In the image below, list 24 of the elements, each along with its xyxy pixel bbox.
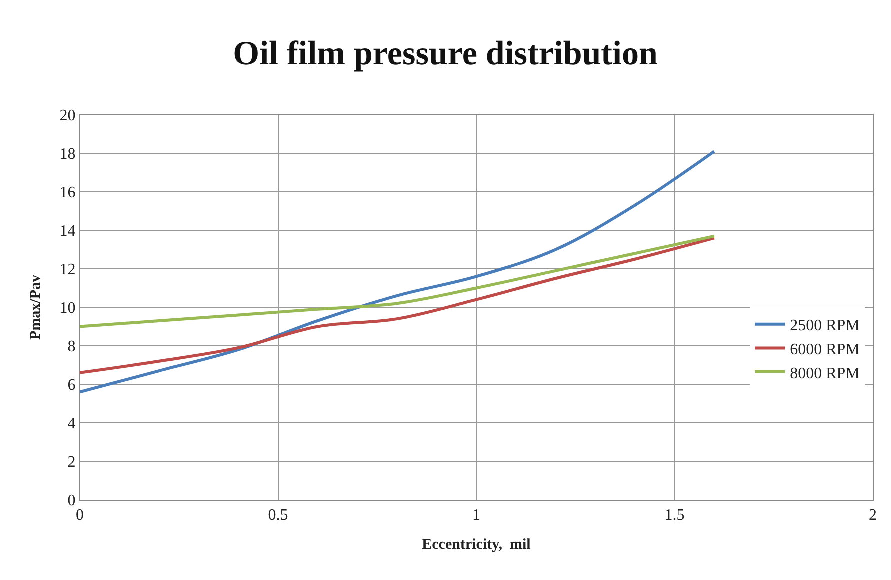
y-tick-label: 10 bbox=[60, 300, 76, 318]
y-tick-label: 8 bbox=[68, 338, 76, 356]
y-axis-title: Pmax/Pav bbox=[28, 274, 44, 340]
legend-label: 2500 RPM bbox=[790, 318, 860, 335]
line-series bbox=[80, 150, 716, 394]
y-tick-label: 0 bbox=[68, 492, 76, 510]
y-tick-label: 4 bbox=[68, 416, 76, 433]
line-series bbox=[80, 236, 716, 374]
x-tick-label: 2 bbox=[869, 507, 877, 524]
y-tick-label: 6 bbox=[68, 377, 76, 394]
x-tick-label: 1.5 bbox=[664, 507, 685, 524]
legend-label: 8000 RPM bbox=[790, 365, 860, 382]
x-axis-title: Eccentricity, mil bbox=[422, 537, 531, 554]
x-tick-label: 0.5 bbox=[268, 507, 288, 524]
y-tick-label: 2 bbox=[68, 454, 76, 472]
y-tick-label: 18 bbox=[60, 146, 76, 164]
legend-label: 6000 RPM bbox=[790, 341, 860, 358]
y-tick-label: 12 bbox=[60, 262, 76, 279]
y-tick-label: 14 bbox=[60, 223, 76, 240]
y-tick-label: 16 bbox=[60, 184, 76, 202]
line-series bbox=[80, 234, 716, 328]
chart-title: Oil film pressure distribution bbox=[233, 35, 658, 72]
y-tick-label: 20 bbox=[60, 108, 76, 125]
x-tick-label: 1 bbox=[472, 507, 480, 524]
